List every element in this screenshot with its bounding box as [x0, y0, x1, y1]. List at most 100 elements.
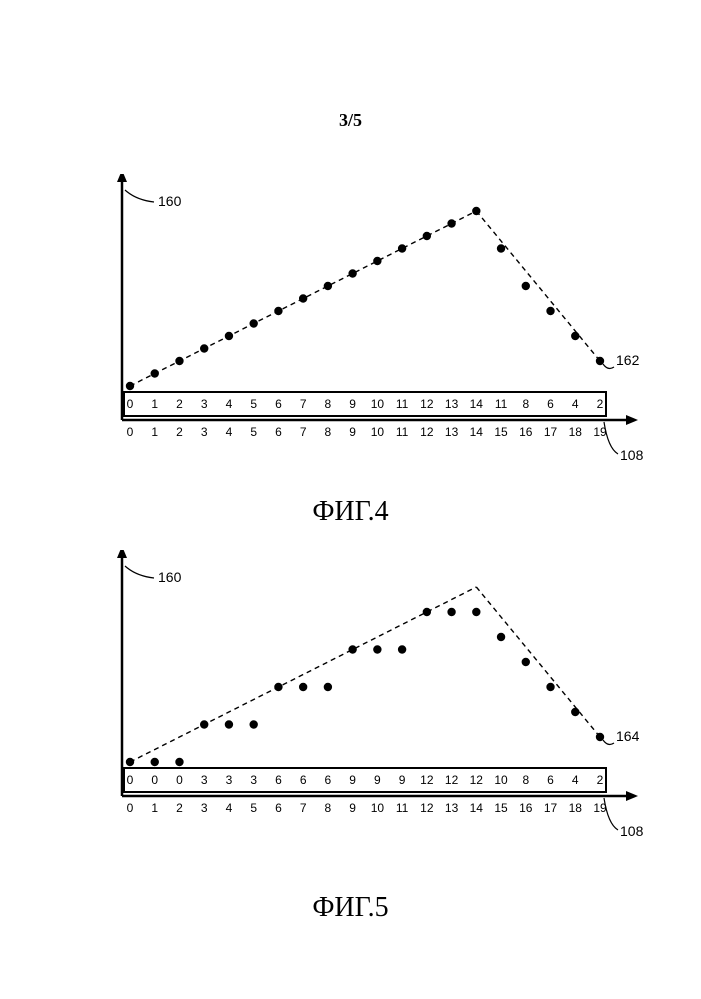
box-value: 12	[445, 773, 459, 787]
data-point	[151, 758, 159, 766]
data-point	[596, 357, 604, 365]
data-point	[373, 257, 381, 265]
box-value: 13	[445, 397, 459, 411]
box-value: 7	[300, 397, 307, 411]
data-point	[274, 307, 282, 315]
box-value: 14	[470, 397, 484, 411]
box-value: 4	[226, 397, 233, 411]
data-point	[596, 733, 604, 741]
ref-label-series-end: 164	[616, 728, 640, 744]
box-value: 6	[275, 397, 282, 411]
data-point	[175, 758, 183, 766]
x-tick-label: 4	[226, 425, 233, 439]
x-tick-label: 2	[176, 425, 183, 439]
data-point	[249, 319, 257, 327]
data-point	[522, 282, 530, 290]
y-axis-arrow-icon	[117, 550, 127, 558]
ref-label-160: 160	[158, 569, 182, 585]
data-point	[324, 683, 332, 691]
box-value: 11	[495, 397, 508, 411]
x-tick-label: 13	[445, 425, 459, 439]
leader-series-end	[603, 364, 614, 368]
x-tick-label: 15	[494, 801, 508, 815]
box-value: 0	[151, 773, 158, 787]
data-point	[324, 282, 332, 290]
page: 3/5 012345678910111213141186420123456789…	[0, 0, 701, 999]
x-tick-label: 1	[151, 425, 158, 439]
data-point	[522, 658, 530, 666]
box-value: 12	[470, 773, 484, 787]
x-tick-label: 17	[544, 425, 558, 439]
data-point	[274, 683, 282, 691]
x-tick-label: 3	[201, 425, 208, 439]
x-tick-label: 14	[470, 425, 484, 439]
x-tick-label: 12	[420, 425, 434, 439]
x-tick-label: 11	[396, 801, 409, 815]
box-value: 3	[226, 773, 233, 787]
data-point	[571, 332, 579, 340]
data-point	[447, 219, 455, 227]
trend-line-1	[476, 587, 600, 737]
box-value: 2	[597, 773, 604, 787]
box-value: 9	[349, 773, 356, 787]
x-tick-label: 0	[127, 801, 134, 815]
box-value: 4	[572, 773, 579, 787]
x-tick-label: 6	[275, 425, 282, 439]
box-value: 1	[151, 397, 158, 411]
data-point	[126, 382, 134, 390]
x-axis-arrow-icon	[626, 791, 638, 801]
x-tick-label: 6	[275, 801, 282, 815]
x-tick-label: 17	[544, 801, 558, 815]
data-point	[373, 645, 381, 653]
box-value: 0	[127, 397, 134, 411]
data-point	[200, 344, 208, 352]
box-value: 6	[547, 773, 554, 787]
data-point	[571, 708, 579, 716]
x-tick-label: 16	[519, 425, 533, 439]
x-tick-label: 5	[250, 801, 257, 815]
box-value: 6	[325, 773, 332, 787]
data-point	[398, 244, 406, 252]
x-tick-label: 10	[371, 425, 385, 439]
data-point	[151, 369, 159, 377]
box-value: 9	[374, 773, 381, 787]
box-value: 5	[250, 397, 257, 411]
x-tick-label: 8	[325, 801, 332, 815]
x-tick-label: 11	[396, 425, 409, 439]
ref-label-108: 108	[620, 823, 644, 839]
x-axis-arrow-icon	[626, 415, 638, 425]
box-value: 4	[572, 397, 579, 411]
box-value: 8	[522, 773, 529, 787]
box-value: 10	[494, 773, 508, 787]
box-value: 11	[396, 397, 409, 411]
x-tick-label: 18	[569, 801, 583, 815]
x-tick-label: 12	[420, 801, 434, 815]
ref-label-160: 160	[158, 193, 182, 209]
data-point	[348, 269, 356, 277]
box-value: 6	[547, 397, 554, 411]
x-tick-label: 18	[569, 425, 583, 439]
box-value: 6	[300, 773, 307, 787]
value-box	[124, 768, 606, 792]
box-value: 12	[420, 773, 434, 787]
data-point	[472, 207, 480, 215]
box-value: 3	[201, 773, 208, 787]
x-tick-label: 3	[201, 801, 208, 815]
x-tick-label: 4	[226, 801, 233, 815]
data-point	[126, 758, 134, 766]
data-point	[200, 720, 208, 728]
data-point	[348, 645, 356, 653]
data-point	[225, 332, 233, 340]
box-value: 0	[127, 773, 134, 787]
trend-line-1	[476, 211, 600, 361]
data-point	[225, 720, 233, 728]
x-tick-label: 9	[349, 425, 356, 439]
box-value: 12	[420, 397, 434, 411]
x-tick-label: 7	[300, 425, 307, 439]
figure-4-chart: 0123456789101112131411864201234567891011…	[94, 174, 654, 464]
figure-5-caption: ФИГ.5	[0, 892, 701, 924]
ref-label-108: 108	[620, 447, 644, 463]
figure-5-chart: 0003336669991212121086420123456789101112…	[94, 550, 654, 840]
box-value: 2	[176, 397, 183, 411]
x-tick-label: 1	[151, 801, 158, 815]
